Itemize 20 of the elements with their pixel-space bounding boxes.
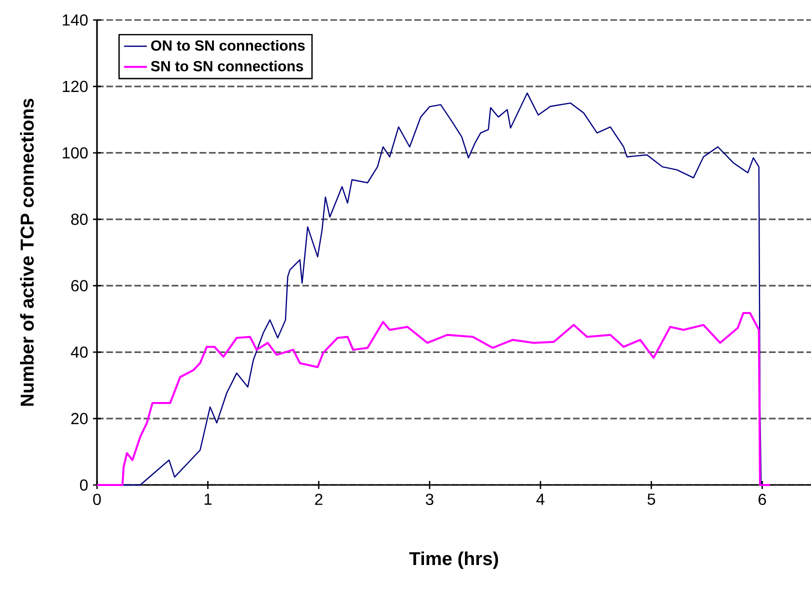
y-tick-label: 40 <box>70 346 88 358</box>
y-tick-label: 120 <box>62 80 88 92</box>
x-tick-label: 5 <box>648 494 656 505</box>
x-tick-label: 6 <box>758 494 766 506</box>
y-tick-label: 20 <box>71 412 88 424</box>
y-tick-label: 140 <box>62 14 88 26</box>
x-tick-label: 3 <box>426 494 434 506</box>
legend-label: SN to SN connections <box>150 60 304 72</box>
y-tick-label: 60 <box>71 280 88 292</box>
legend-label: ON to SN connections <box>151 40 305 51</box>
y-tick-label: 100 <box>62 147 88 159</box>
y-tick-label: 0 <box>80 479 88 491</box>
x-tick-label: 1 <box>204 494 212 505</box>
x-tick-label: 0 <box>93 494 101 506</box>
x-tick-label: 4 <box>536 494 544 505</box>
x-tick-label: 2 <box>315 494 322 505</box>
y-tick-label: 80 <box>71 214 88 225</box>
y-axis-title: Number of active TCP connections <box>20 98 34 406</box>
x-axis-title: Time (hrs) <box>409 552 498 569</box>
line-series <box>96 312 771 486</box>
